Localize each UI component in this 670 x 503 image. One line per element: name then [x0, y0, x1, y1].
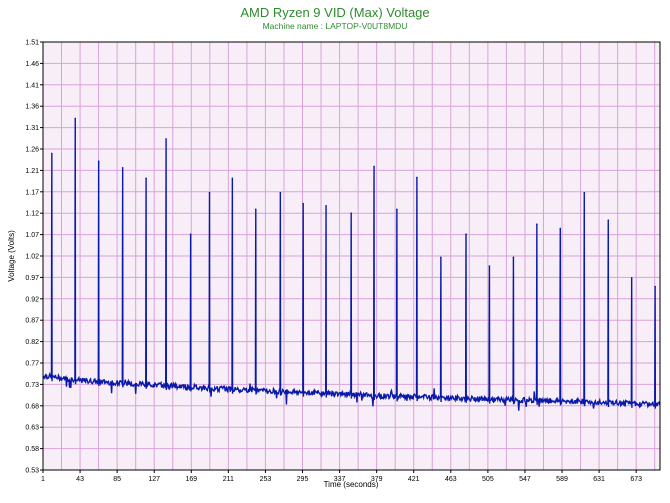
y-tick-label: 1.41: [25, 82, 39, 89]
y-tick-label: 0.77: [25, 361, 39, 368]
spike-point: [373, 165, 375, 168]
x-tick-label: 673: [630, 476, 642, 483]
y-tick-label: 0.58: [25, 446, 39, 453]
x-axis-label: Time (seconds): [324, 480, 379, 489]
y-tick-label: 1.46: [25, 61, 39, 68]
spike-point: [607, 219, 610, 221]
y-tick-label: 1.17: [25, 189, 39, 196]
spike-point: [302, 202, 304, 205]
x-tick-label: 631: [593, 476, 605, 483]
x-tick-label: 1: [41, 476, 45, 483]
spike-point: [51, 152, 53, 155]
y-tick-label: 1.02: [25, 254, 39, 261]
spike-point: [512, 256, 515, 259]
y-tick-label: 0.68: [25, 403, 39, 410]
spike-point: [654, 285, 656, 288]
x-tick-label: 505: [482, 476, 494, 483]
x-tick-label: 211: [223, 476, 234, 483]
spike-point: [165, 138, 167, 140]
y-tick-label: 0.53: [25, 468, 39, 475]
spike-point: [416, 176, 418, 179]
x-tick-label: 421: [408, 476, 420, 483]
y-tick-label: 0.97: [25, 275, 39, 282]
x-tick-label: 463: [445, 476, 457, 483]
spike-point: [231, 177, 234, 180]
spike-point: [465, 233, 467, 235]
y-axis-label: Voltage (Volts): [7, 230, 16, 282]
spike-point: [254, 208, 257, 211]
x-tick-label: 589: [556, 476, 568, 483]
spike-point: [325, 204, 327, 207]
y-axis-ticks: 0.53 0.58 0.63 0.68 0.73 0.77 0.82 0.87 0.92 0.97…: [25, 40, 43, 475]
x-axis-ticks: 1 43 85 127 169 211 253 295 337 379 421 463 505 547 58…: [41, 470, 642, 483]
spike-point: [208, 191, 211, 194]
x-tick-label: 169: [185, 476, 197, 483]
spike-point: [440, 256, 442, 259]
spike-point: [189, 233, 192, 235]
y-tick-label: 0.87: [25, 318, 39, 325]
spike-point: [350, 212, 352, 214]
spike-point: [97, 160, 100, 163]
y-tick-label: 1.51: [25, 40, 39, 47]
x-tick-label: 547: [519, 476, 531, 483]
spike-point: [74, 117, 77, 120]
y-tick-label: 0.63: [25, 425, 39, 432]
x-tick-label: 379: [371, 476, 383, 483]
x-tick-label: 295: [297, 476, 309, 483]
x-tick-label: 43: [76, 476, 84, 483]
x-tick-label: 127: [148, 476, 160, 483]
spike-point: [559, 227, 562, 230]
spike-point: [121, 166, 124, 169]
spike-point: [630, 277, 633, 279]
y-tick-label: 1.31: [25, 125, 39, 132]
y-tick-label: 1.26: [25, 147, 39, 154]
x-tick-label: 337: [334, 476, 346, 483]
y-tick-label: 1.21: [25, 168, 39, 175]
spike-point: [145, 177, 147, 180]
y-tick-label: 1.07: [25, 232, 39, 239]
y-tick-label: 0.82: [25, 339, 39, 346]
spike-point: [488, 265, 491, 267]
chart-subtitle: Machine name : LAPTOP-V0UT8MDU: [263, 21, 408, 31]
spike-point: [583, 191, 586, 194]
spike-point: [279, 191, 282, 194]
y-tick-label: 1.36: [25, 104, 39, 111]
x-tick-label: 85: [113, 476, 121, 483]
chart-title: AMD Ryzen 9 VID (Max) Voltage: [240, 5, 429, 20]
y-tick-label: 0.92: [25, 296, 39, 303]
spike-point: [536, 223, 538, 225]
y-tick-label: 0.73: [25, 382, 39, 389]
y-tick-label: 1.12: [25, 211, 39, 218]
spike-point: [396, 208, 398, 211]
x-tick-label: 253: [260, 476, 272, 483]
series-layer: [42, 117, 661, 411]
